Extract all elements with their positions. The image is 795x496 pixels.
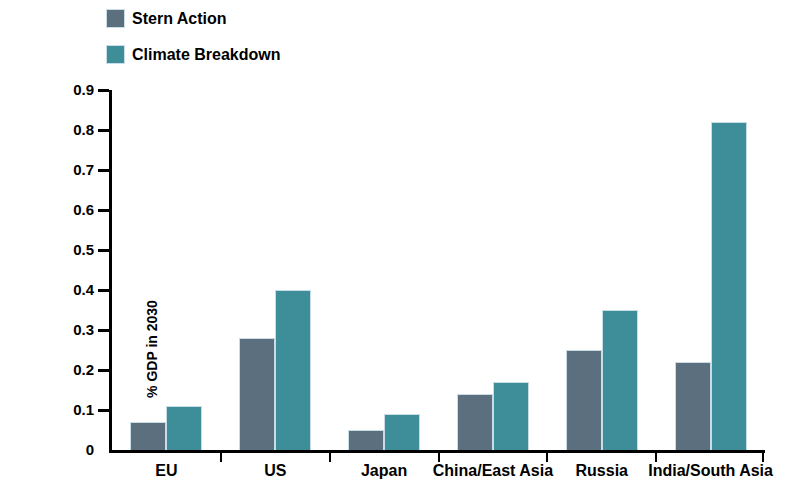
chart-canvas: Stern Action Climate Breakdown % GDP in …: [0, 0, 795, 496]
y-axis-tick: [98, 369, 109, 372]
chart-legend: Stern Action Climate Breakdown: [106, 9, 280, 81]
y-axis-tick: [98, 129, 109, 132]
bar-climate-breakdown-china-east-asia: [493, 382, 529, 450]
x-category-label: India/South Asia: [626, 462, 795, 480]
x-axis-tick: [762, 453, 764, 462]
bar-stern-action-us: [239, 338, 275, 450]
y-axis-tick: [98, 89, 109, 92]
y-axis-tick: [98, 249, 109, 252]
y-axis-tick: [98, 209, 109, 212]
bar-stern-action-india-south-asia: [675, 362, 711, 450]
legend-label-climate-breakdown: Climate Breakdown: [132, 45, 280, 64]
legend-swatch-stern-action: [106, 9, 125, 28]
bar-climate-breakdown-india-south-asia: [711, 122, 747, 450]
bar-climate-breakdown-us: [275, 290, 311, 450]
x-axis-tick: [220, 453, 222, 462]
x-axis-tick: [329, 453, 331, 462]
y-tick-label: 0: [54, 441, 94, 459]
bar-stern-action-japan: [348, 430, 384, 450]
legend-swatch-climate-breakdown: [106, 45, 125, 64]
legend-label-stern-action: Stern Action: [132, 9, 227, 28]
bar-climate-breakdown-russia: [602, 310, 638, 450]
y-tick-label: 0.5: [54, 241, 94, 259]
bar-climate-breakdown-eu: [166, 406, 202, 450]
y-tick-label: 0.6: [54, 201, 94, 219]
y-tick-label: 0.4: [54, 281, 94, 299]
y-tick-label: 0.2: [54, 361, 94, 379]
y-axis-title: % GDP in 2030: [144, 279, 162, 419]
x-axis-tick: [438, 453, 440, 462]
bar-stern-action-china-east-asia: [457, 394, 493, 450]
bar-stern-action-russia: [566, 350, 602, 450]
x-axis-tick: [655, 453, 657, 462]
y-axis-tick: [98, 409, 109, 412]
y-tick-label: 0.7: [54, 161, 94, 179]
plot-area: % GDP in 2030 00.10.20.30.40.50.60.70.80…: [109, 90, 765, 453]
y-tick-label: 0.3: [54, 321, 94, 339]
y-axis-tick: [98, 289, 109, 292]
bar-climate-breakdown-japan: [384, 414, 420, 450]
y-tick-label: 0.9: [54, 81, 94, 99]
legend-item-stern-action: Stern Action: [106, 9, 280, 28]
x-axis-tick: [546, 453, 548, 462]
bar-stern-action-eu: [130, 422, 166, 450]
y-axis-tick: [98, 329, 109, 332]
y-tick-label: 0.8: [54, 121, 94, 139]
y-axis-tick: [98, 169, 109, 172]
legend-item-climate-breakdown: Climate Breakdown: [106, 45, 280, 64]
y-tick-label: 0.1: [54, 401, 94, 419]
